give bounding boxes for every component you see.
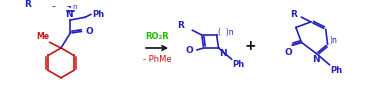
- Text: Ph: Ph: [232, 60, 245, 69]
- Text: N: N: [66, 10, 73, 19]
- Text: (  )n: ( )n: [218, 28, 233, 37]
- Text: - PhMe: - PhMe: [143, 54, 171, 64]
- Text: Me: Me: [36, 32, 49, 41]
- Text: N: N: [313, 55, 320, 64]
- Text: N: N: [220, 49, 227, 58]
- Text: )n: )n: [330, 36, 337, 45]
- Text: R: R: [177, 21, 184, 30]
- Text: Ph: Ph: [330, 66, 342, 75]
- Text: O: O: [284, 48, 292, 57]
- Text: R: R: [24, 0, 31, 9]
- Text: n: n: [72, 4, 77, 10]
- Text: RO₂R: RO₂R: [145, 32, 169, 41]
- Text: Ph: Ph: [92, 10, 104, 19]
- Text: R: R: [290, 10, 297, 19]
- Text: +: +: [244, 39, 256, 53]
- Text: O: O: [85, 27, 93, 36]
- Text: O: O: [186, 46, 193, 55]
